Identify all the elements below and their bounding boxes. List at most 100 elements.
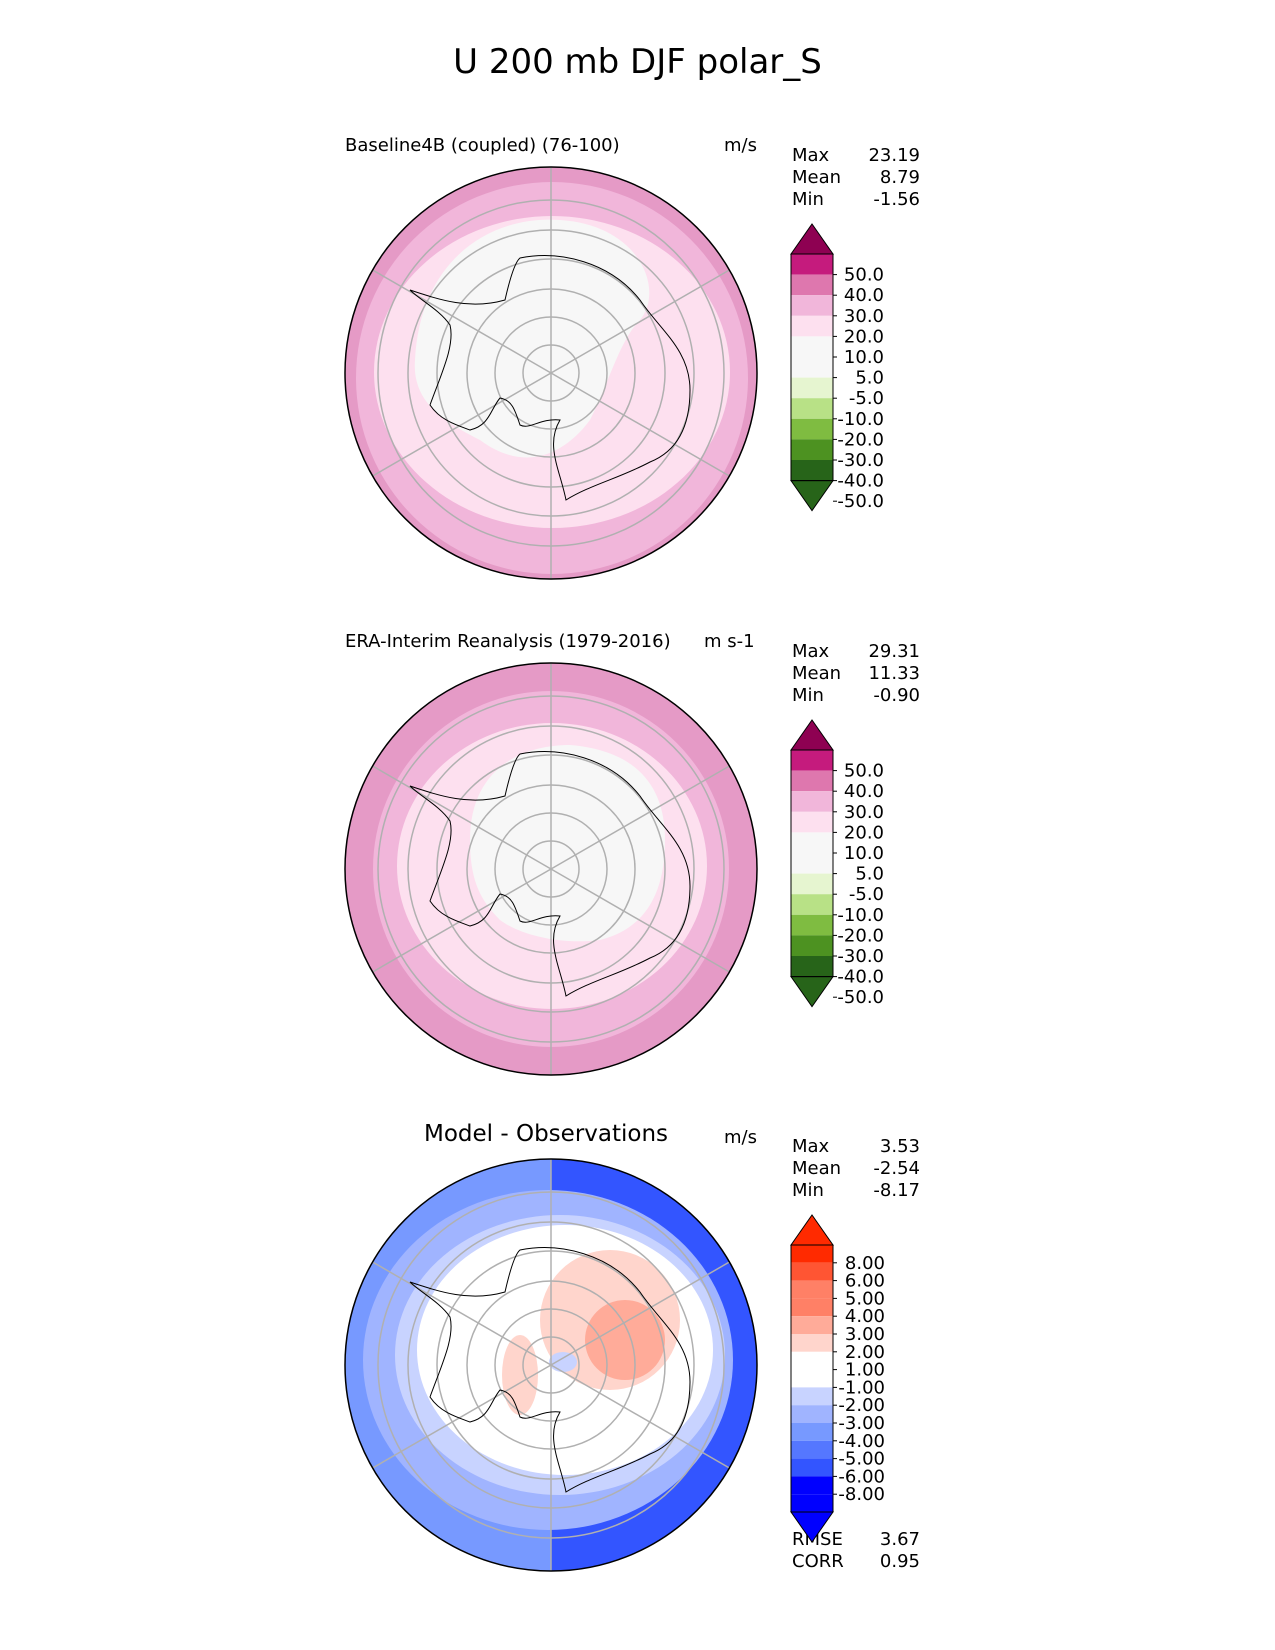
- colorbar-tick-label: 4.00: [845, 1306, 885, 1327]
- meridian-line: [372, 882, 528, 973]
- map-border: [344, 662, 758, 1076]
- colorbar-swatch: [791, 791, 833, 812]
- colorbar-tick-label: -50.0: [837, 491, 884, 512]
- colorbar-swatch: [791, 274, 833, 296]
- colorbar-swatch: [791, 1298, 833, 1317]
- antarctica-coastline: [409, 1247, 691, 1493]
- colorbar-swatch: [791, 1351, 833, 1370]
- meridian-line: [574, 269, 730, 360]
- meridian-line: [526, 358, 552, 374]
- colorbar-frame: [790, 253, 834, 482]
- colorbar-tick-label: 30.0: [844, 802, 884, 823]
- colorbar-extend-min: [790, 480, 834, 512]
- panel-1-colorbar: 50.040.030.020.010.05.0-5.0-10.0-20.0-30…: [790, 223, 884, 512]
- colorbar-swatch: [791, 832, 833, 853]
- colorbar-swatch: [791, 254, 833, 275]
- colorbar-tick-label: -5.00: [838, 1449, 885, 1470]
- colorbar-tick-label: -6.00: [838, 1466, 885, 1487]
- colorbar-swatch: [791, 1369, 833, 1388]
- colorbar-extend-max: [790, 1214, 834, 1246]
- colorbar-swatch: [791, 1334, 833, 1352]
- colorbar-tick-label: 50.0: [844, 265, 884, 286]
- colorbar-tick-label: -30.0: [837, 946, 884, 967]
- colorbar-tick-label: -50.0: [837, 987, 884, 1008]
- panel-1-map: [344, 166, 758, 580]
- graticule: [372, 663, 730, 1075]
- colorbar-swatch: [791, 1476, 833, 1495]
- map-border: [344, 166, 758, 580]
- meridian-line: [574, 1378, 730, 1469]
- panel-2-map: [344, 662, 758, 1076]
- colorbar-tick-label: -5.0: [849, 884, 884, 905]
- meridian-line: [550, 1350, 576, 1366]
- colorbar-swatch: [791, 853, 833, 874]
- meridian-line: [526, 854, 552, 870]
- meridian-line: [526, 1350, 552, 1366]
- colorbar-swatch: [791, 295, 833, 316]
- colorbar-tick-label: -20.0: [837, 925, 884, 946]
- meridian-line: [550, 868, 576, 884]
- colorbar-swatch: [791, 770, 833, 792]
- colorbar-tick-label: -2.00: [838, 1395, 885, 1416]
- colorbar-tick-label: -4.00: [838, 1431, 885, 1452]
- colorbar-tick-label: 20.0: [844, 326, 884, 347]
- colorbar-swatch: [791, 398, 833, 419]
- colorbar-tick-label: 20.0: [844, 822, 884, 843]
- meridian-line: [550, 372, 576, 388]
- field-band: [585, 1300, 665, 1380]
- meridian-line: [372, 1261, 528, 1352]
- field-core: [470, 745, 665, 942]
- colorbar-tick-label: -40.0: [837, 471, 884, 492]
- colorbar-tick-label: -3.00: [838, 1413, 885, 1434]
- meridian-line: [574, 1261, 730, 1352]
- colorbar-swatch: [791, 1440, 833, 1459]
- colorbar-tick-label: 5.0: [855, 864, 884, 885]
- meridian-line: [372, 269, 528, 360]
- colorbar-tick-label: 10.0: [844, 843, 884, 864]
- colorbar-swatch: [791, 1458, 833, 1477]
- meridian-line: [550, 1364, 576, 1380]
- colorbar-swatch: [791, 914, 833, 936]
- meridian-line: [526, 1364, 552, 1380]
- colorbar-tick-label: 5.00: [845, 1288, 885, 1309]
- graticule: [372, 167, 730, 579]
- panel-3-colorbar: 8.006.005.004.003.002.001.00-1.00-2.00-3…: [790, 1214, 885, 1543]
- colorbar-swatch: [791, 935, 833, 956]
- meridian-line: [372, 765, 528, 856]
- colorbar-swatch: [791, 1262, 833, 1281]
- colorbar-tick-label: 6.00: [845, 1271, 885, 1292]
- colorbar-swatch: [791, 1280, 833, 1299]
- colorbar-tick-label: 3.00: [845, 1324, 885, 1345]
- colorbar-swatch: [791, 956, 833, 977]
- colorbar-tick-label: -40.0: [837, 967, 884, 988]
- colorbar-swatch: [791, 894, 833, 915]
- colorbar-swatch: [791, 1387, 833, 1406]
- colorbar-tick-label: -10.0: [837, 905, 884, 926]
- meridian-line: [526, 372, 552, 388]
- colorbar-swatch: [791, 1405, 833, 1423]
- colorbar-swatch: [791, 750, 833, 771]
- colorbar-swatch: [791, 460, 833, 481]
- colorbar-extend-min: [790, 976, 834, 1008]
- colorbar-tick-label: 50.0: [844, 761, 884, 782]
- colorbar-tick-label: 1.00: [845, 1360, 885, 1381]
- colorbar-extend-max: [790, 719, 834, 751]
- map-border: [344, 1158, 758, 1572]
- colorbar-extend-min: [790, 1511, 834, 1543]
- colorbar-tick-label: 10.0: [844, 347, 884, 368]
- colorbar-frame: [790, 1244, 834, 1513]
- colorbar-tick-label: -20.0: [837, 429, 884, 450]
- colorbar-swatch: [791, 418, 833, 440]
- meridian-line: [574, 765, 730, 856]
- antarctica-coastline: [409, 255, 691, 501]
- colorbar-tick-label: -30.0: [837, 450, 884, 471]
- colorbar-tick-label: 2.00: [845, 1342, 885, 1363]
- colorbar-swatch: [791, 1316, 833, 1334]
- meridian-line: [550, 358, 576, 374]
- meridian-line: [372, 1378, 528, 1469]
- meridian-line: [526, 868, 552, 884]
- field-core: [414, 219, 650, 458]
- colorbar-tick-label: -8.00: [838, 1484, 885, 1505]
- colorbar-swatch: [791, 336, 833, 357]
